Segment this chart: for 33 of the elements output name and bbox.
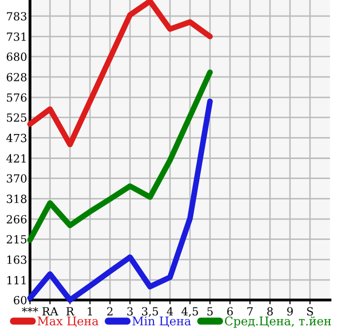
x-tick-label: 4 <box>166 307 173 316</box>
y-tick-label: 60 <box>14 296 26 304</box>
x-tick-label: 4,5 <box>182 307 198 317</box>
y-tick-label: 783 <box>6 12 26 20</box>
y-tick-label: 628 <box>6 72 26 82</box>
y-tick-label: 215 <box>6 235 26 244</box>
x-tick-label: 8 <box>267 307 273 316</box>
x-tick-label: 9 <box>287 307 293 316</box>
x-tick-label: 3,5 <box>142 307 158 317</box>
y-tick-label: 473 <box>6 134 26 142</box>
y-tick-label: 318 <box>6 194 26 204</box>
x-tick-label: 1 <box>88 307 92 316</box>
y-tick-label: 576 <box>6 93 27 102</box>
y-tick-label: 731 <box>6 32 26 41</box>
x-tick-label: 6 <box>227 307 233 316</box>
x-tick-label: 5 <box>207 307 213 316</box>
x-tick-label: 7 <box>247 307 253 316</box>
x-tick-label: S <box>307 307 313 316</box>
y-tick-label: 680 <box>6 52 26 61</box>
y-tick-label: 111 <box>7 276 26 284</box>
legend-label: Max Цена <box>38 316 98 328</box>
x-tick-label: *** <box>22 307 38 312</box>
y-tick-label: 163 <box>7 256 26 264</box>
y-tick-label: 525 <box>6 113 26 122</box>
y-tick-label: 266 <box>6 215 27 224</box>
x-tick-label: 2 <box>107 307 112 316</box>
legend-label: Min Цена <box>132 316 191 328</box>
x-tick-label: 3 <box>127 307 133 316</box>
x-tick-label: R <box>66 307 74 316</box>
y-tick-label: 370 <box>6 174 26 183</box>
y-tick-label: 421 <box>6 154 26 162</box>
legend-label: Сред.Цена, т.йен <box>224 316 331 328</box>
x-tick-label: RA <box>42 307 58 316</box>
